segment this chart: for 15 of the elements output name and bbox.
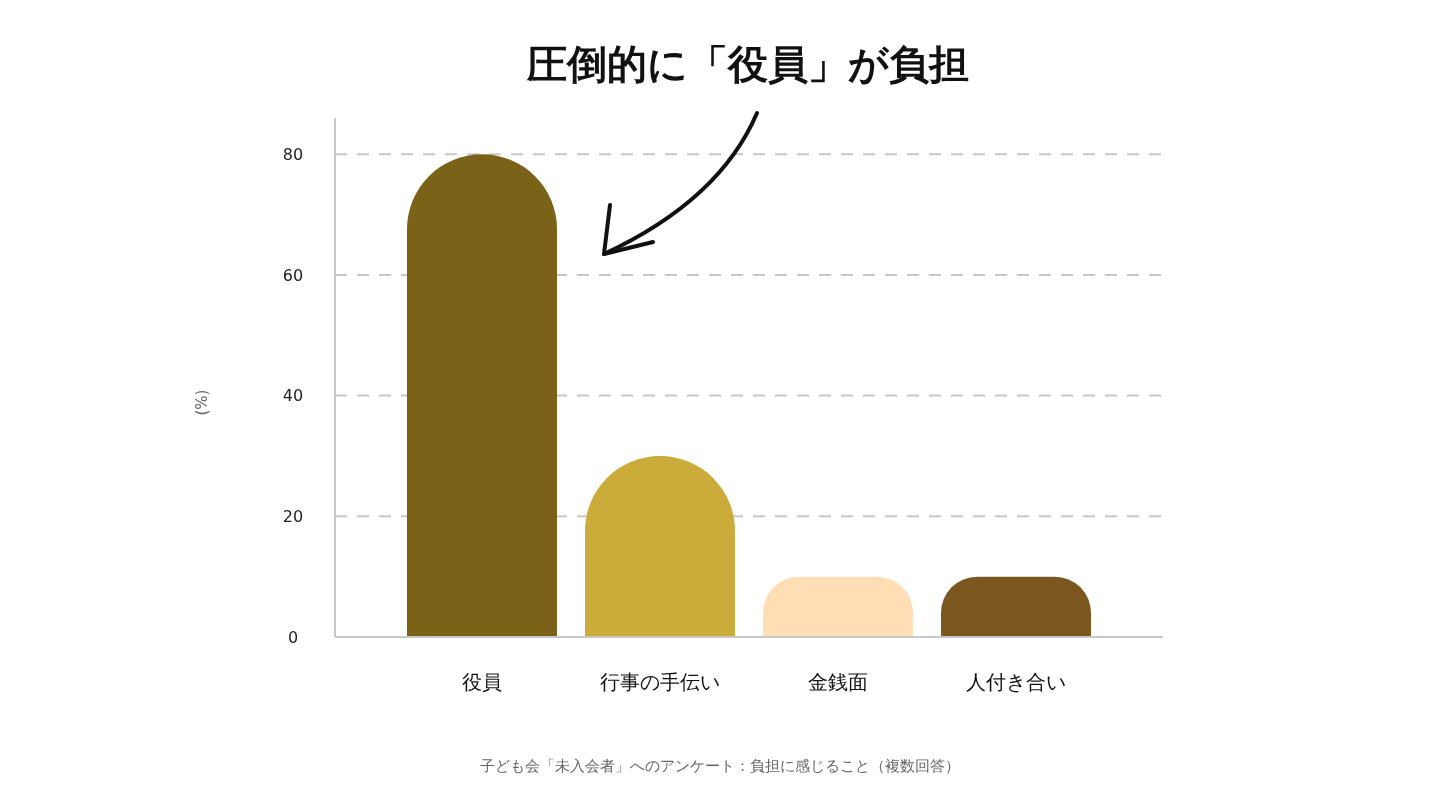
x-tick-label: 人付き合い — [966, 670, 1066, 694]
chart-title: 圧倒的に「役員」が負担 — [526, 41, 969, 87]
y-tick-label: 20 — [282, 506, 304, 526]
x-tick-label: 金銭面 — [808, 670, 868, 694]
x-tick-label: 役員 — [462, 670, 502, 694]
bar — [941, 576, 1091, 637]
bar — [763, 576, 913, 637]
x-tick-label: 行事の手伝い — [600, 670, 720, 694]
text: 子ども会「未入会者」へのアンケート：負担に感じること（複数回答） — [480, 757, 960, 775]
y-axis-title: (%) — [193, 389, 211, 416]
bar — [407, 154, 557, 637]
y-tick-label: 80 — [282, 144, 304, 164]
y-tick-label: 60 — [282, 265, 304, 285]
y-tick-label: 40 — [282, 386, 304, 406]
y-tick-label: 0 — [287, 627, 299, 647]
